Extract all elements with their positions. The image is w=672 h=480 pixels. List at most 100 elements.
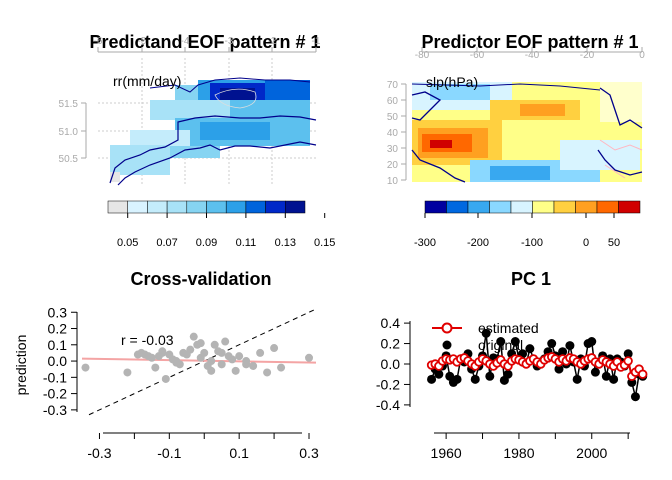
predictor-heat-cells (412, 82, 642, 182)
predictor-colorbar-swatch (553, 200, 576, 214)
predictand-contour (214, 88, 257, 109)
predictor-colorbar-label: -100 (521, 237, 543, 249)
pc1-original-point (481, 328, 491, 338)
pc1-x-tick-label: 1980 (503, 445, 534, 461)
pc1-original-point (609, 374, 619, 384)
cv-y-tick-label: -0.2 (43, 386, 67, 402)
cv-point (196, 339, 205, 348)
pc1-original-point (565, 341, 575, 351)
predictor-colorbar-label: 0 (583, 237, 589, 249)
cv-y-tick-label: -0.1 (43, 369, 67, 385)
predictand-x-tick-label: -6 (94, 36, 103, 47)
cv-point (158, 347, 167, 356)
predictor-colorbar-swatch (446, 200, 469, 214)
cv-y-tick-label: 0.2 (48, 321, 68, 337)
pc1-estimated-point (638, 369, 648, 379)
cv-y-tick-label: -0.3 (43, 402, 67, 418)
cv-point (263, 368, 272, 377)
predictor-coastline (411, 87, 643, 183)
predictand-y-tick-label: 51.0 (59, 127, 79, 138)
pc1-x-tick-label: 1960 (431, 445, 462, 461)
predictor-colorbar-swatch (424, 200, 447, 214)
predictand-colorbar-label: 0.09 (196, 237, 217, 249)
predictand-coastline (109, 115, 317, 186)
cv-point (207, 357, 216, 366)
cv-point (249, 361, 258, 370)
pc1-original-point (601, 371, 611, 381)
predictor-colorbar-swatch (618, 200, 641, 214)
cv-point (217, 348, 226, 357)
predictand-colorbar-label: 0.07 (156, 237, 177, 249)
pc1-original-point (496, 337, 506, 347)
predictand-y-tick-label: 50.5 (59, 154, 79, 165)
predictor-x-tick-label: -40 (525, 50, 540, 61)
predictor-eof-panel: Predictor EOF pattern # 1 -80 -60 -40 -20 0 … (387, 32, 645, 249)
predictor-x-tick-label: -20 (580, 50, 595, 61)
cv-y-tick-label: 0.1 (48, 337, 68, 353)
cv-point (189, 332, 198, 341)
predictor-x-tick-label: 0 (639, 50, 645, 61)
cv-point (235, 352, 244, 361)
predictor-y-tick-label: 60 (387, 96, 399, 107)
cv-one-to-one-line (88, 308, 317, 416)
predictand-y-tick-label: 51.5 (59, 99, 79, 110)
cv-point (277, 363, 286, 372)
predictand-coast-north (149, 77, 311, 93)
predictor-colorbar-label: -200 (467, 237, 489, 249)
cv-point (207, 366, 216, 375)
cv-point (200, 348, 209, 357)
pc1-original-point (558, 347, 568, 357)
cv-point (270, 344, 279, 353)
predictor-colorbar-swatch (510, 200, 533, 214)
predictor-colorbar (424, 200, 641, 214)
predictand-colorbar-swatch (166, 200, 188, 214)
pc1-y-tick-label: -0.4 (376, 397, 400, 413)
predictand-x-tick-label: -1 (312, 36, 321, 47)
predictand-colorbar-swatch (245, 200, 266, 214)
pc1-original-point (434, 369, 444, 379)
predictand-colorbar-label: 0.05 (117, 237, 138, 249)
predictand-colorbar-swatch (225, 200, 247, 214)
cv-point (228, 355, 237, 364)
predictand-heat-cells (110, 80, 310, 182)
pc1-original-point (630, 392, 640, 402)
cv-point (210, 340, 219, 349)
pc1-title: PC 1 (511, 269, 551, 289)
cv-x-tick-label: 0.1 (229, 445, 249, 461)
pc1-original-point (554, 364, 564, 374)
pc1-y-tick-label: 0.2 (381, 336, 401, 352)
cv-x-tick-label: -0.3 (87, 445, 111, 461)
predictand-x-tick-label: -3 (225, 36, 234, 47)
cv-y-tick-label: 0.0 (48, 353, 68, 369)
predictor-x-tick-label: -80 (415, 50, 430, 61)
predictand-colorbar-swatch (186, 200, 207, 214)
predictand-colorbar-swatch (265, 200, 286, 214)
cv-point (151, 363, 160, 372)
pc1-original-point (452, 374, 462, 384)
cv-point (305, 353, 314, 362)
cross-validation-panel: Cross-validation prediction 0.30.20.10.0… (13, 269, 319, 461)
cv-point (231, 366, 240, 375)
predictand-x-tick-label: -5 (138, 36, 147, 47)
predictand-colorbar-label: 0.15 (314, 237, 335, 249)
pc1-original-point (572, 374, 582, 384)
pc1-original-point (470, 374, 480, 384)
cv-point (221, 337, 230, 346)
predictor-coast-north (411, 83, 601, 91)
predictor-y-tick-label: 30 (387, 144, 399, 155)
predictor-colorbar-label: -300 (414, 237, 436, 249)
predictor-land-outline (599, 139, 643, 179)
legend-original-marker (442, 340, 452, 350)
pc1-legend: estimated original (432, 320, 539, 353)
predictor-colorbar-swatch (575, 200, 598, 214)
predictand-colorbar-label: 0.11 (236, 237, 257, 249)
cv-point (217, 360, 226, 369)
predictand-eof-panel: Predictand EOF pattern # 1 -6 -5 -4 -3 -2 -1 … (59, 32, 336, 249)
pc1-original-point (485, 371, 495, 381)
predictand-x-tick-label: -4 (181, 36, 190, 47)
legend-estimated-marker (441, 322, 453, 334)
predictor-colorbar-swatch (467, 200, 490, 214)
cv-point (81, 363, 90, 372)
cross-validation-title: Cross-validation (130, 269, 271, 289)
